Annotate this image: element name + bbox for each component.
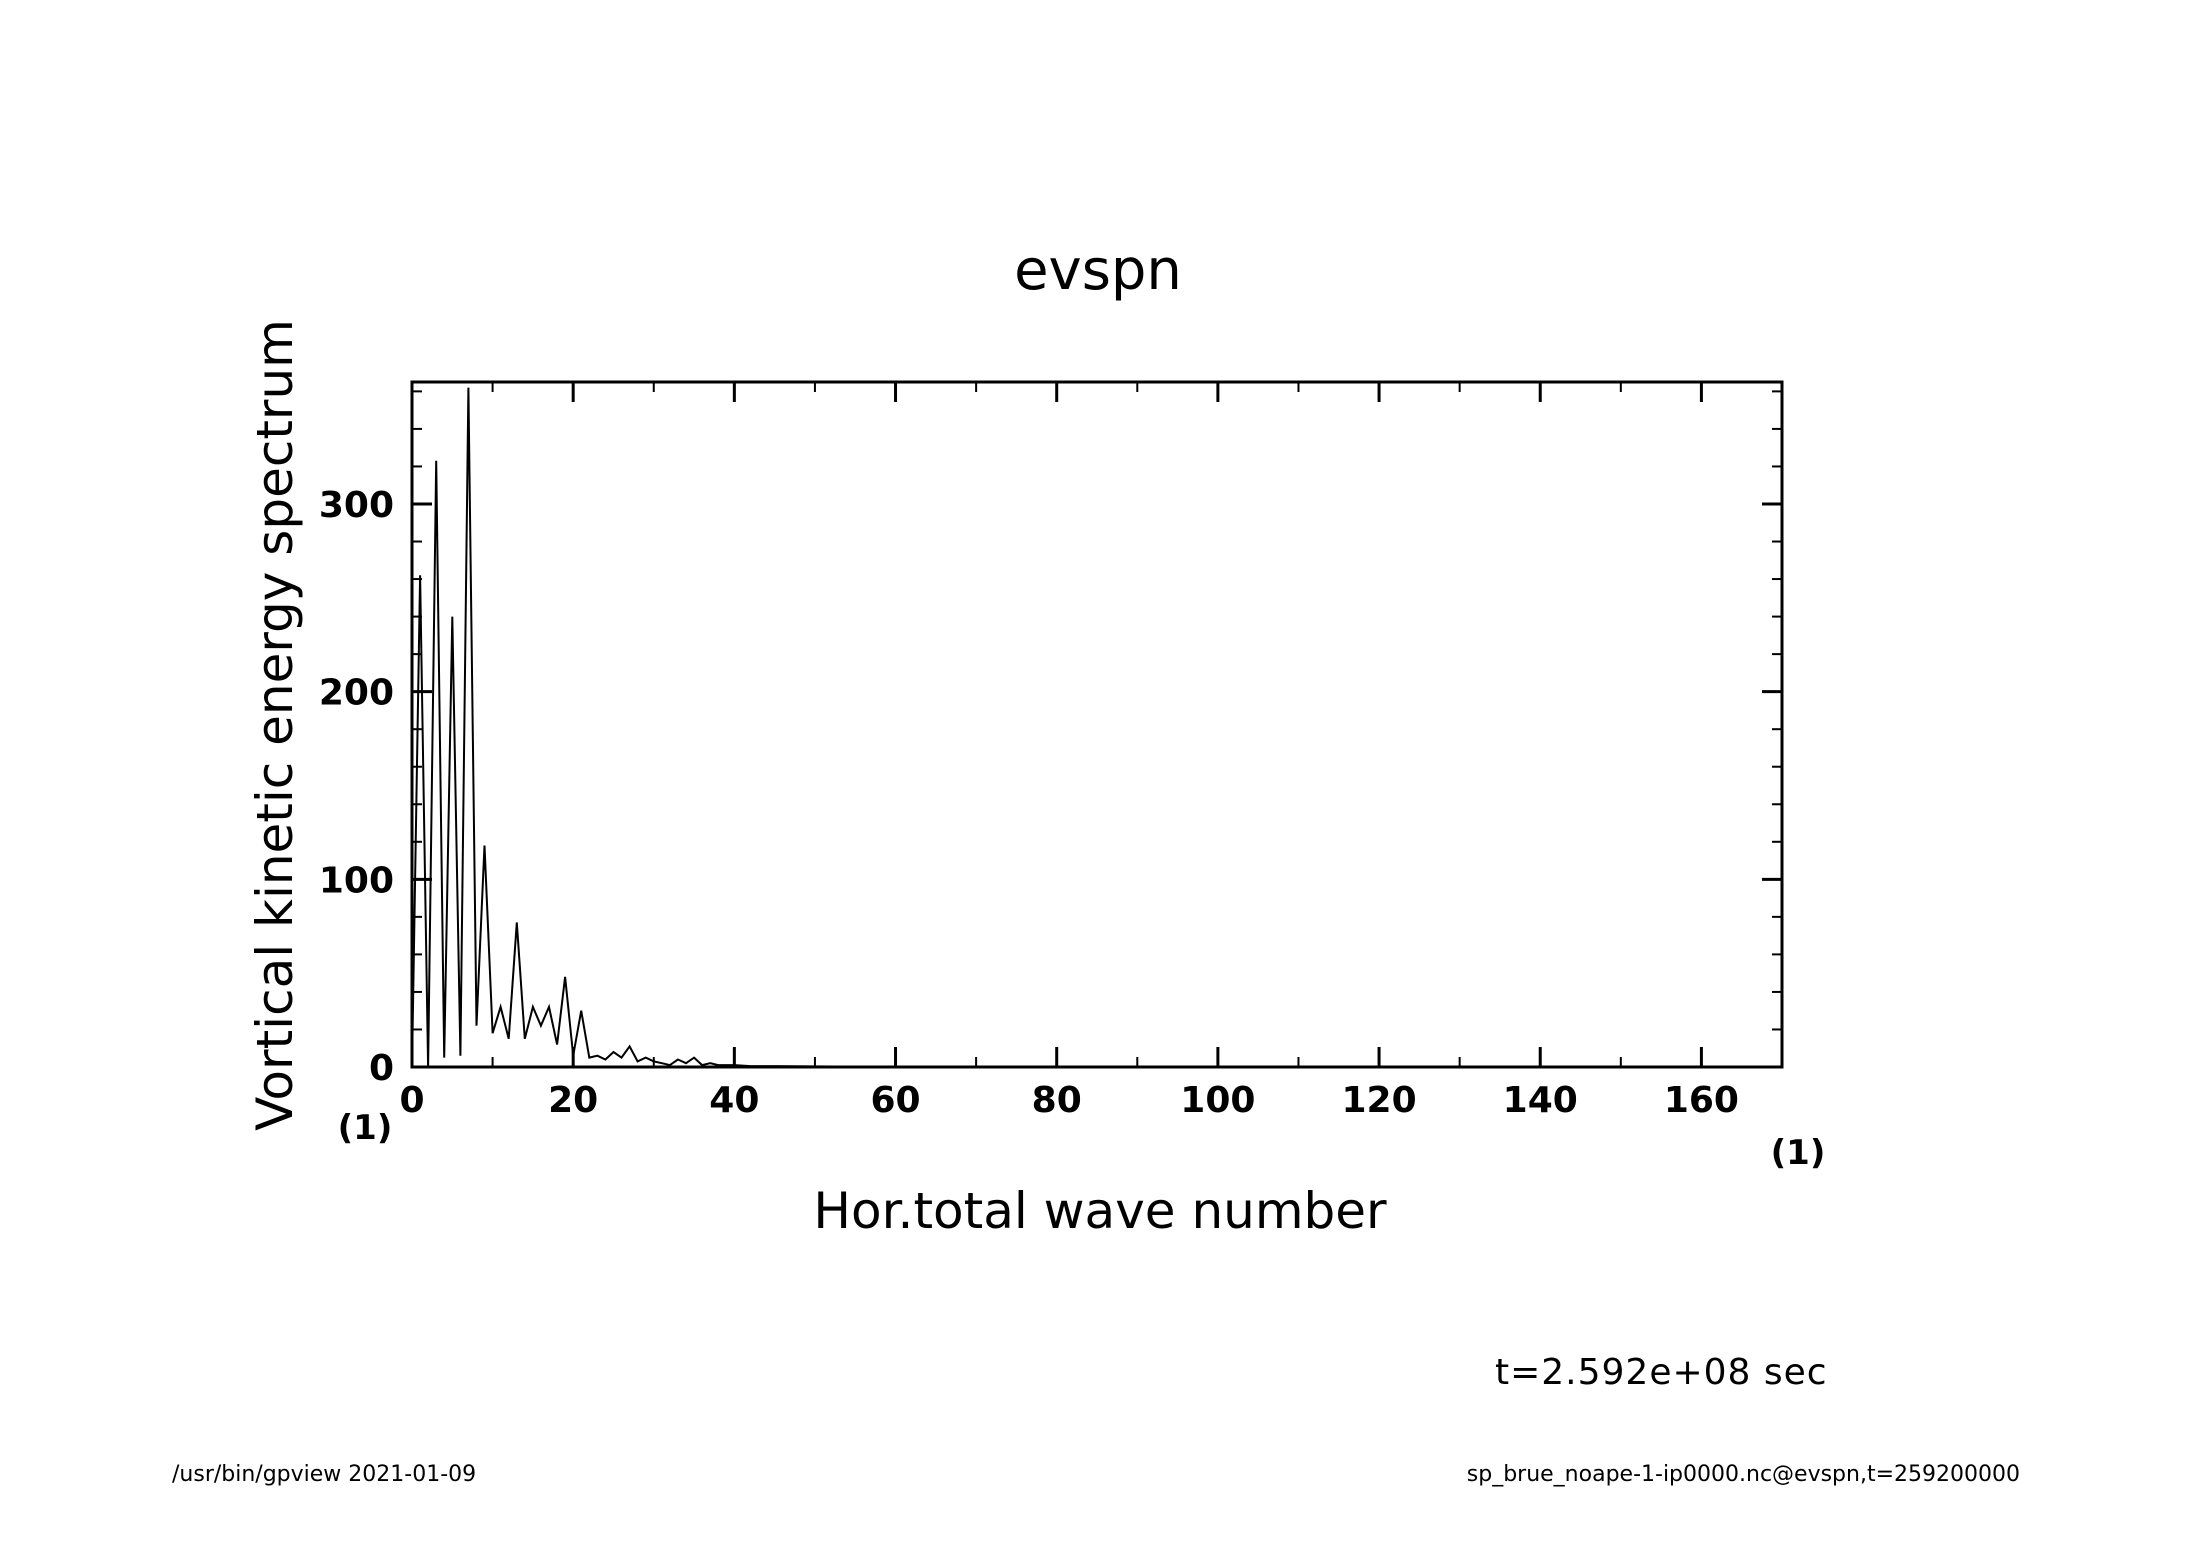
y-axis-label: Vortical kinetic energy spectrum	[246, 319, 304, 1131]
y-tick-label: 300	[319, 485, 394, 526]
series-line	[411, 387, 1782, 1068]
y-tick-label: 200	[319, 673, 394, 714]
y-tick-label: 0	[369, 1048, 394, 1089]
x-tick-label: 40	[709, 1080, 759, 1121]
x-tick-label: 140	[1503, 1080, 1578, 1121]
x-tick-label: 160	[1664, 1080, 1739, 1121]
y-tick-label: 100	[319, 860, 394, 901]
x-axis-label: Hor.total wave number	[813, 1182, 1387, 1240]
footer-right: sp_brue_noape-1-ip0000.nc@evspn,t=259200…	[1466, 1462, 2020, 1487]
time-label: t=2.592e+08 sec	[1495, 1352, 1828, 1393]
y-unit-label: (1)	[338, 1108, 393, 1148]
x-tick-label: 80	[1032, 1080, 1082, 1121]
x-tick-label: 0	[399, 1080, 424, 1121]
x-unit-label: (1)	[1771, 1133, 1826, 1173]
plot-frame	[410, 380, 1784, 1069]
x-tick-label: 100	[1180, 1080, 1255, 1121]
x-tick-label: 20	[548, 1080, 598, 1121]
chart-title: evspn	[1014, 238, 1182, 303]
axes: 0 20 40 60 80 100 120 140 160 0 100 200 300	[319, 382, 1783, 1121]
x-tick-label: 60	[870, 1080, 920, 1121]
footer-left: /usr/bin/gpview 2021-01-09	[172, 1462, 477, 1487]
x-tick-label: 120	[1341, 1080, 1416, 1121]
